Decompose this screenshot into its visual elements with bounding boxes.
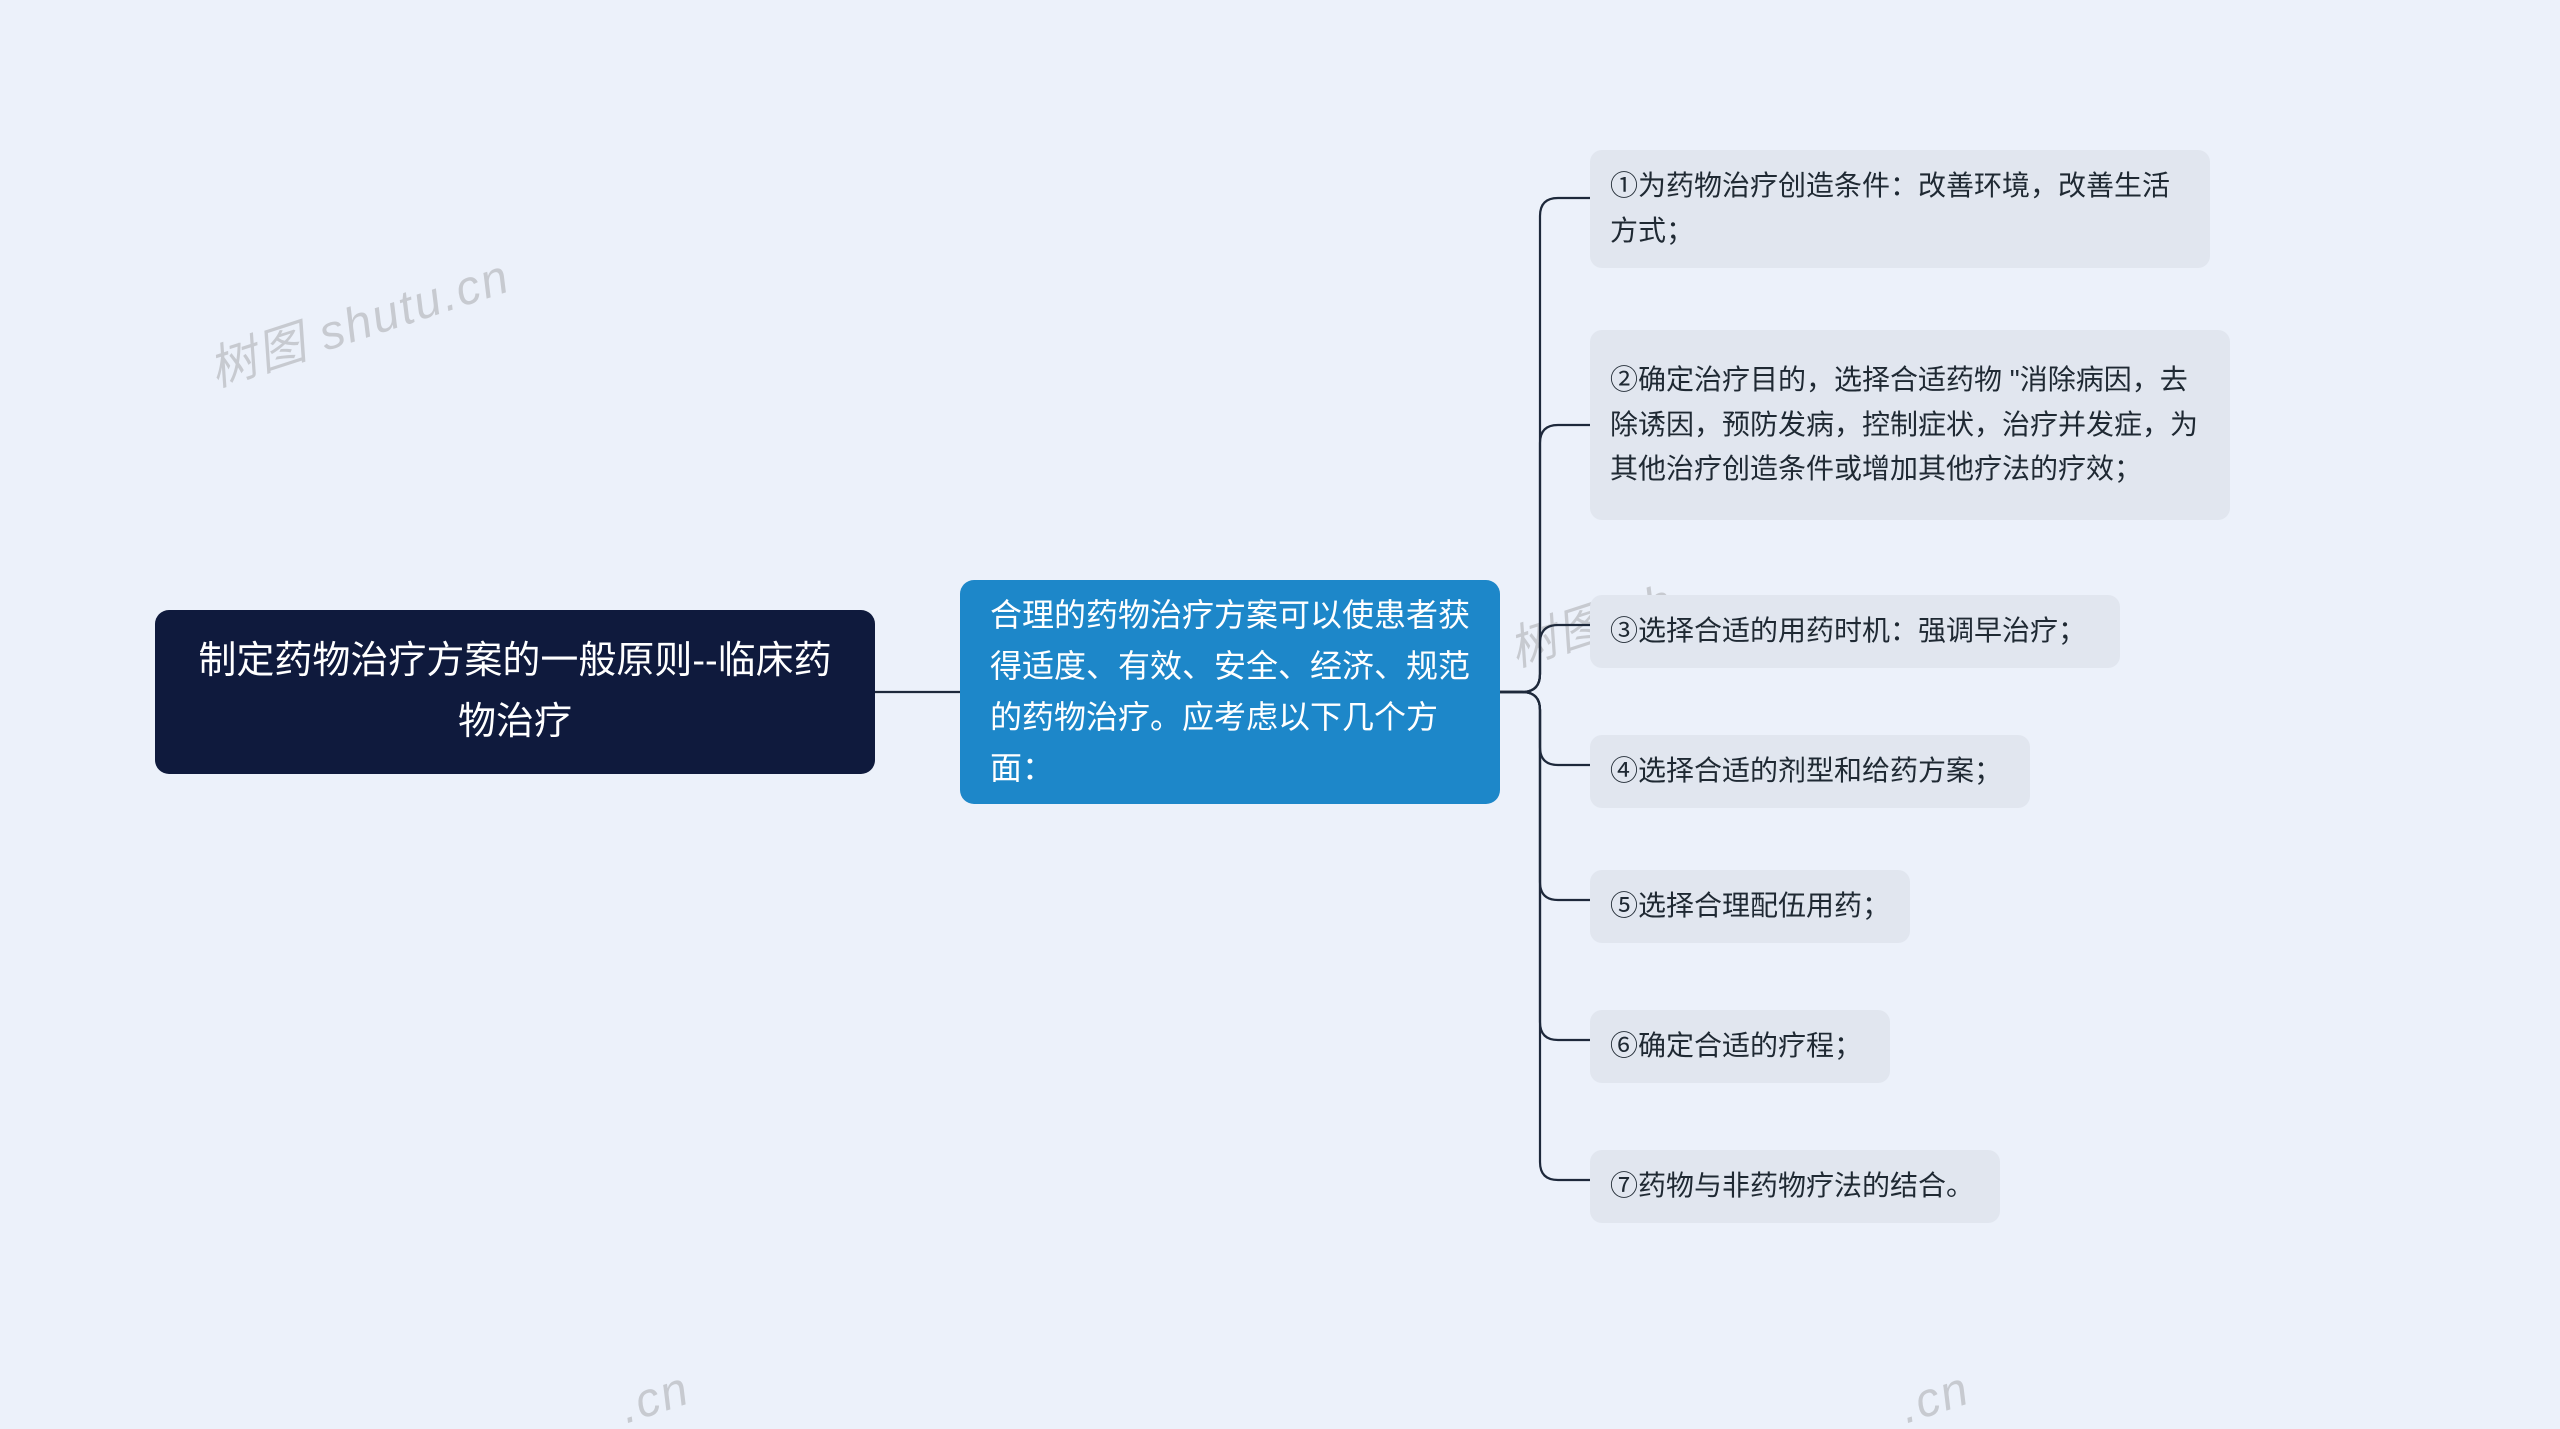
root-node[interactable]: 制定药物治疗方案的一般原则--临床药物治疗 xyxy=(155,610,875,774)
leaf-node-text: ②确定治疗目的，选择合适药物 "消除病因，去除诱因，预防发病，控制症状，治疗并发… xyxy=(1610,358,2210,492)
leaf-node-text: ④选择合适的剂型和给药方案； xyxy=(1610,749,2002,794)
branch-node-text: 合理的药物治疗方案可以使患者获得适度、有效、安全、经济、规范的药物治疗。应考虑以… xyxy=(990,590,1470,795)
watermark: .cn xyxy=(613,1361,697,1429)
watermark: .cn xyxy=(1893,1361,1977,1429)
branch-node[interactable]: 合理的药物治疗方案可以使患者获得适度、有效、安全、经济、规范的药物治疗。应考虑以… xyxy=(960,580,1500,804)
mindmap-canvas: 树图 shutu.cn 树图 sh .cn .cn 制定药物治疗方案的一般原则-… xyxy=(0,0,2560,1429)
leaf-node-text: ①为药物治疗创造条件：改善环境，改善生活方式； xyxy=(1610,164,2190,254)
root-node-text: 制定药物治疗方案的一般原则--临床药物治疗 xyxy=(191,631,839,753)
leaf-node[interactable]: ④选择合适的剂型和给药方案； xyxy=(1590,735,2030,808)
leaf-node-text: ⑤选择合理配伍用药； xyxy=(1610,884,1890,929)
leaf-node[interactable]: ⑤选择合理配伍用药； xyxy=(1590,870,1910,943)
leaf-node[interactable]: ①为药物治疗创造条件：改善环境，改善生活方式； xyxy=(1590,150,2210,268)
leaf-node[interactable]: ②确定治疗目的，选择合适药物 "消除病因，去除诱因，预防发病，控制症状，治疗并发… xyxy=(1590,330,2230,520)
leaf-node[interactable]: ⑥确定合适的疗程； xyxy=(1590,1010,1890,1083)
watermark: 树图 shutu.cn xyxy=(198,237,517,400)
leaf-node-text: ⑦药物与非药物疗法的结合。 xyxy=(1610,1164,1974,1209)
leaf-node-text: ③选择合适的用药时机：强调早治疗； xyxy=(1610,609,2086,654)
leaf-node-text: ⑥确定合适的疗程； xyxy=(1610,1024,1862,1069)
leaf-node[interactable]: ⑦药物与非药物疗法的结合。 xyxy=(1590,1150,2000,1223)
leaf-node[interactable]: ③选择合适的用药时机：强调早治疗； xyxy=(1590,595,2120,668)
